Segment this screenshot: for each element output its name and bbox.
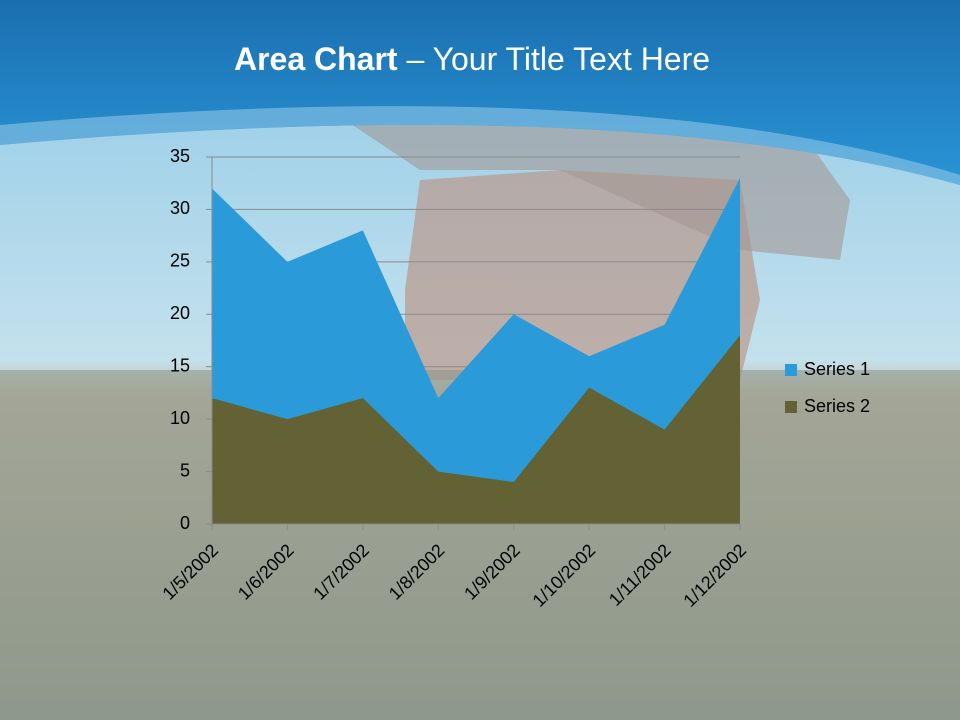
legend-swatch xyxy=(785,364,797,376)
legend-label: Series 2 xyxy=(804,396,870,416)
title-rest: – Your Title Text Here xyxy=(406,41,710,77)
legend-label: Series 1 xyxy=(804,359,870,379)
y-tick-label: 30 xyxy=(170,198,190,218)
y-tick-label: 35 xyxy=(170,146,190,166)
header-band xyxy=(0,106,960,185)
y-tick-label: 15 xyxy=(170,355,190,375)
y-tick-label: 0 xyxy=(180,513,190,533)
y-tick-label: 5 xyxy=(180,460,190,480)
y-tick-label: 10 xyxy=(170,408,190,428)
y-tick-label: 20 xyxy=(170,303,190,323)
slide-title: Area Chart – Your Title Text Here xyxy=(234,41,710,77)
title-bold: Area Chart xyxy=(234,41,398,77)
area xyxy=(212,335,740,524)
y-tick-label: 25 xyxy=(170,251,190,271)
legend-swatch xyxy=(785,401,797,413)
